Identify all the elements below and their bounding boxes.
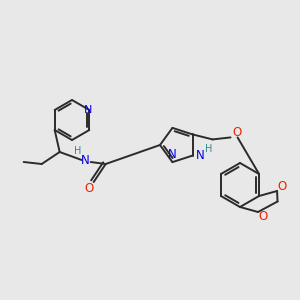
Text: N: N — [84, 105, 92, 115]
Text: O: O — [232, 126, 241, 139]
Text: H: H — [74, 146, 81, 156]
Text: N: N — [168, 148, 177, 160]
Text: H: H — [205, 144, 212, 154]
Text: N: N — [196, 149, 205, 162]
Text: O: O — [84, 182, 93, 194]
Text: O: O — [258, 211, 268, 224]
Text: O: O — [278, 179, 287, 193]
Text: N: N — [81, 154, 90, 166]
